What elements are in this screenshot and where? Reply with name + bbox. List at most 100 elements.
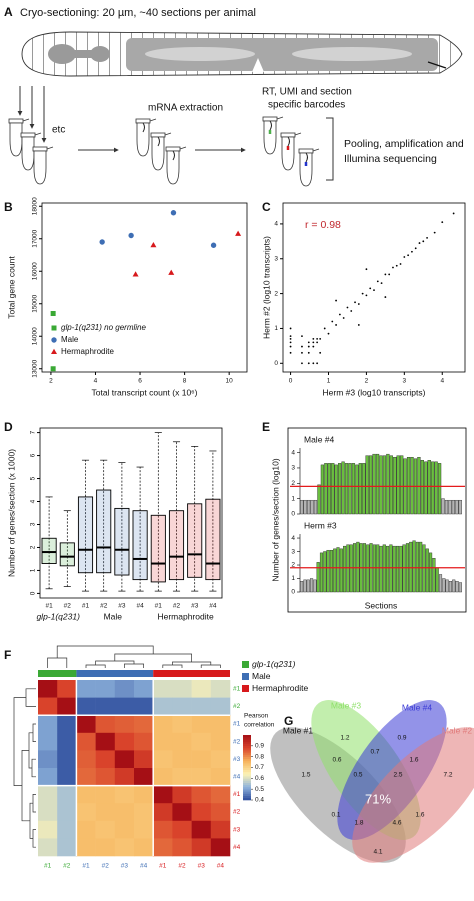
legend-label: Male — [252, 671, 271, 681]
bar — [379, 455, 383, 515]
bar — [351, 463, 356, 515]
y-tick-label: 1 — [291, 575, 295, 582]
point — [168, 269, 175, 275]
colorbar-label: Pearson — [244, 713, 269, 720]
bar — [424, 461, 428, 515]
point — [170, 210, 177, 216]
colorbar-step — [243, 748, 251, 751]
point — [369, 287, 372, 290]
bar — [386, 453, 390, 515]
tube — [298, 148, 320, 187]
bar — [358, 463, 362, 515]
bar — [410, 457, 414, 515]
bar — [389, 455, 393, 515]
y-tick-label: 3 — [291, 465, 295, 472]
heatmap-cell — [210, 785, 231, 804]
heatmap-cell — [210, 803, 231, 822]
column-label: #1 — [44, 863, 52, 870]
point — [452, 212, 455, 215]
group-label: glp-1(q231) — [36, 611, 80, 621]
point — [132, 271, 139, 277]
bar — [362, 463, 366, 515]
set-label: Male #4 — [402, 702, 433, 712]
colorbar-step — [243, 754, 251, 757]
y-tick-label: 2 — [291, 562, 295, 569]
point — [346, 306, 349, 309]
bar — [458, 582, 462, 593]
point — [357, 324, 360, 326]
y-tick-label: 15000 — [32, 294, 39, 312]
heatmap-cell — [191, 697, 212, 716]
heatmap-cell — [172, 715, 192, 734]
y-tick-label: 17000 — [32, 229, 39, 247]
step-label: specific barcodes — [268, 100, 345, 111]
bar — [393, 457, 397, 515]
x-tick-label: 4 — [440, 378, 444, 385]
tube — [32, 146, 54, 185]
dendrogram — [200, 664, 221, 668]
dendrogram — [31, 758, 36, 778]
annotation: r = 0.98 — [305, 219, 341, 231]
colorbar-step — [243, 741, 251, 744]
y-tick-label: 4 — [291, 535, 295, 542]
heatmap-cell — [76, 732, 96, 751]
y-tick-label: 3 — [30, 522, 37, 526]
bar — [400, 455, 404, 515]
heatmap-cell — [76, 820, 96, 839]
bracket — [326, 117, 334, 181]
heatmap-cell — [114, 697, 135, 716]
point — [350, 310, 353, 312]
y-tick-label: 4 — [291, 449, 295, 456]
region-label: 1.8 — [354, 820, 363, 827]
point — [307, 351, 310, 354]
y-tick-label: 18000 — [32, 197, 39, 215]
point — [289, 351, 292, 354]
column-label: #2 — [63, 863, 71, 870]
heatmap-cell — [57, 785, 77, 804]
bar — [431, 461, 435, 515]
colorbar-tick-label: 0.6 — [255, 775, 264, 782]
heatmap-cell — [114, 838, 135, 857]
set-label: Male #1 — [283, 725, 314, 735]
heatmap-cell — [114, 750, 135, 769]
bar — [344, 463, 349, 515]
dendrogram — [162, 664, 183, 668]
x-tick-label: #1 — [155, 603, 163, 610]
heatmap-cell — [172, 838, 192, 857]
row-label: #1 — [233, 721, 241, 728]
bar — [420, 460, 424, 515]
x-tick-label: 8 — [183, 378, 187, 385]
bar — [326, 549, 330, 593]
heatmap-cell — [191, 803, 212, 822]
dendrogram — [124, 663, 144, 668]
bar — [331, 463, 335, 515]
heatmap-cell — [172, 785, 192, 804]
point — [312, 341, 315, 344]
point — [422, 240, 425, 243]
bar — [455, 581, 459, 593]
region-label: 1.2 — [340, 735, 349, 742]
x-tick-label: #2 — [100, 603, 108, 610]
heatmap-cell — [191, 750, 212, 769]
heatmap-cell — [134, 820, 154, 839]
heatmap-cell — [210, 838, 231, 857]
bar — [366, 544, 370, 593]
colorbar-step — [243, 752, 251, 755]
heatmap-cell — [38, 838, 58, 857]
y-tick-label: 16000 — [32, 262, 39, 280]
bar — [303, 499, 307, 515]
heatmap-cell — [76, 750, 96, 769]
y-axis-label: Number of genes/section (x 1000) — [6, 449, 16, 577]
heatmap-cell — [38, 697, 58, 716]
point — [392, 266, 394, 269]
y-axis-label: Total gene count — [6, 256, 16, 319]
dendrogram — [172, 661, 212, 665]
bar — [369, 455, 373, 515]
heatmap-cell — [76, 838, 96, 857]
gonad — [126, 38, 438, 71]
tube — [280, 132, 302, 171]
row-label: #3 — [233, 756, 241, 763]
column-label: #1 — [82, 863, 90, 870]
panel-letter: G — [284, 714, 293, 728]
bar — [313, 499, 318, 515]
